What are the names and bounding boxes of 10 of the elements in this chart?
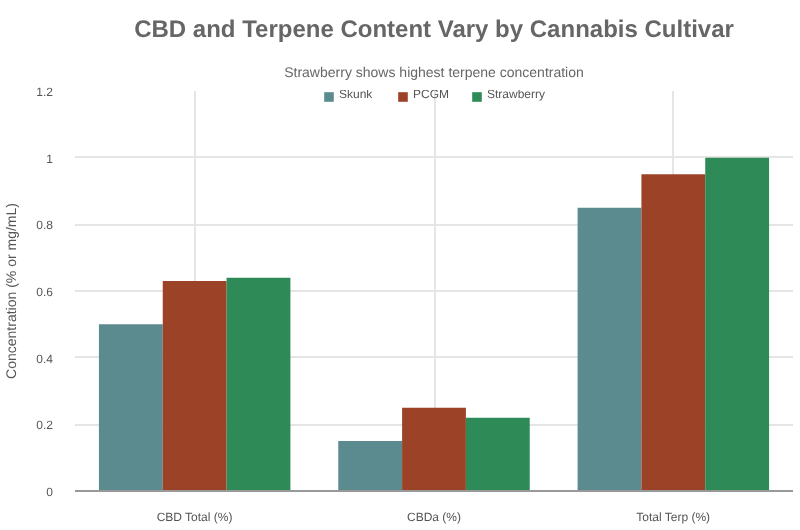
bar bbox=[577, 207, 642, 491]
bar bbox=[338, 441, 403, 491]
bar bbox=[226, 277, 291, 491]
bar bbox=[641, 174, 706, 491]
bar bbox=[98, 324, 163, 491]
bar bbox=[162, 281, 227, 491]
chart-title: CBD and Terpene Content Vary by Cannabis Cultivar bbox=[134, 15, 735, 43]
bar bbox=[705, 157, 770, 491]
bar bbox=[402, 407, 466, 491]
bar bbox=[465, 417, 530, 491]
